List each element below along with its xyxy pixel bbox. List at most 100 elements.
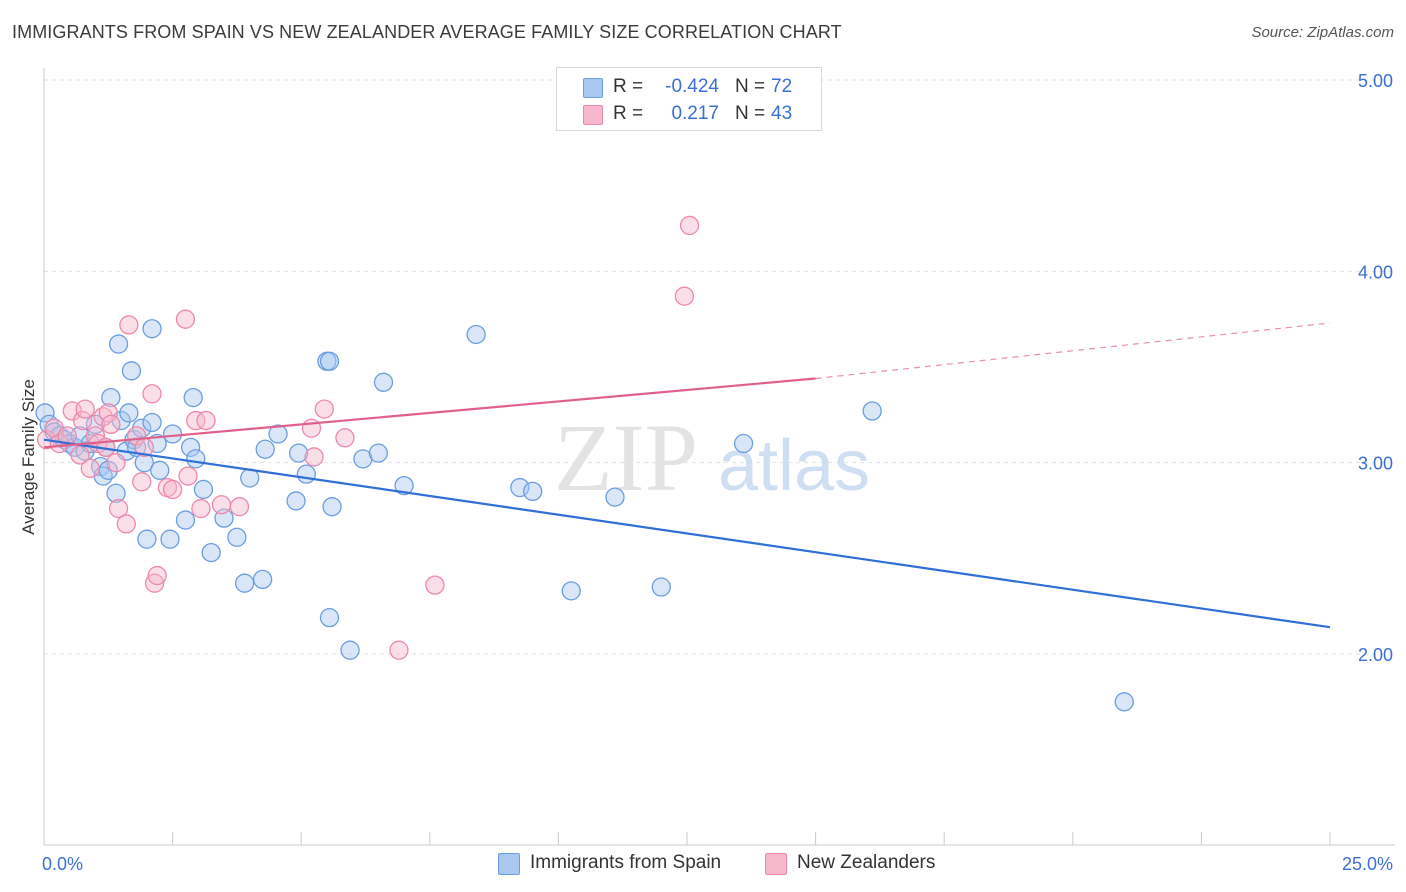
spain-point bbox=[150, 460, 170, 480]
spain-point bbox=[1114, 692, 1134, 712]
spain-point bbox=[137, 529, 157, 549]
grid-lines bbox=[44, 79, 1395, 655]
nz-point bbox=[144, 573, 165, 593]
spain-point bbox=[286, 491, 306, 511]
spain-point bbox=[605, 487, 625, 507]
legend-swatch-nz bbox=[765, 853, 787, 875]
legend-row-nz: R = 0.217 N = 43 bbox=[557, 101, 821, 127]
nz-point bbox=[679, 215, 700, 236]
nz-point bbox=[389, 640, 409, 660]
n-label: N = bbox=[735, 76, 766, 97]
nz-point bbox=[116, 514, 136, 534]
legend-swatch-spain bbox=[498, 853, 520, 875]
x-tick-label: 25.0% bbox=[1342, 854, 1393, 874]
chart-title: IMMIGRANTS FROM SPAIN VS NEW ZEALANDER A… bbox=[12, 22, 842, 42]
nz-point bbox=[142, 384, 162, 404]
spain-point bbox=[119, 403, 139, 423]
legend-swatch-spain bbox=[583, 78, 603, 98]
trend-lines bbox=[43, 322, 1331, 629]
nz-trend-line bbox=[43, 377, 816, 449]
nz-point bbox=[162, 479, 183, 500]
nz-point bbox=[132, 472, 152, 492]
spain-point bbox=[183, 387, 203, 408]
spain-point bbox=[319, 607, 340, 628]
axes bbox=[43, 68, 1395, 846]
correlation-legend: R = -0.424 N = 72 R = 0.217 N = 43 bbox=[556, 67, 822, 131]
spain-point bbox=[319, 351, 340, 371]
spain-point bbox=[862, 401, 882, 421]
spain-point bbox=[186, 449, 206, 469]
y-tick-label: 5.00 bbox=[1358, 71, 1393, 91]
spain-trend-line bbox=[43, 438, 1331, 629]
spain-point bbox=[193, 479, 214, 500]
spain-point bbox=[35, 403, 55, 423]
n-label: N = bbox=[735, 103, 766, 124]
y-tick-label: 2.00 bbox=[1358, 645, 1393, 665]
spain-point bbox=[121, 361, 142, 381]
spain-point bbox=[523, 481, 543, 502]
nz-point bbox=[211, 495, 232, 515]
nz-point bbox=[196, 410, 216, 431]
y-tick-label: 4.00 bbox=[1358, 262, 1393, 282]
spain-point bbox=[340, 640, 360, 660]
nz-point bbox=[119, 315, 139, 335]
legend-row-spain: R = -0.424 N = 72 bbox=[557, 74, 821, 100]
nz-point bbox=[175, 309, 196, 329]
spain-point bbox=[288, 443, 309, 463]
spain-point bbox=[180, 437, 201, 458]
nz-point bbox=[191, 498, 211, 519]
nz-point bbox=[101, 414, 121, 435]
spain-point bbox=[142, 412, 162, 433]
nz-point bbox=[147, 565, 167, 586]
nz-point bbox=[80, 458, 100, 479]
spain-point bbox=[368, 443, 389, 463]
r-value: -0.424 bbox=[665, 76, 719, 97]
spain-point bbox=[394, 475, 414, 496]
watermark-atlas: atlas bbox=[718, 426, 870, 506]
watermark: ZIP atlas bbox=[554, 404, 870, 511]
spain-point bbox=[201, 542, 221, 563]
spain-point bbox=[234, 573, 255, 593]
spain-point bbox=[373, 372, 394, 392]
spain-point bbox=[561, 581, 581, 601]
nz-point bbox=[314, 399, 334, 419]
source-label[interactable]: Source: ZipAtlas.com bbox=[1251, 24, 1394, 41]
y-tick-label: 3.00 bbox=[1358, 454, 1393, 474]
n-value: 72 bbox=[771, 76, 793, 97]
spain-point bbox=[108, 334, 129, 354]
spain-point bbox=[227, 527, 247, 547]
spain-point bbox=[651, 577, 671, 597]
nz-point bbox=[186, 410, 206, 431]
nz-point bbox=[674, 286, 695, 306]
spain-point bbox=[296, 464, 316, 484]
nz-point bbox=[304, 447, 324, 467]
nz-trend-line-dashed bbox=[815, 322, 1331, 380]
n-value: 43 bbox=[771, 103, 793, 124]
spain-point bbox=[252, 569, 273, 590]
nz-point bbox=[93, 407, 113, 427]
r-label: R = bbox=[613, 103, 644, 124]
r-label: R = bbox=[613, 76, 644, 97]
nz-point bbox=[335, 428, 355, 448]
tick-labels: 2.00 3.00 4.00 5.00 0.0% 25.0% bbox=[42, 71, 1393, 874]
spain-point bbox=[142, 319, 162, 339]
x-tick-label: 0.0% bbox=[42, 854, 83, 874]
nz-point bbox=[229, 497, 250, 517]
y-axis-label: Average Family Size bbox=[19, 379, 38, 535]
nz-point bbox=[108, 498, 129, 519]
watermark-zip: ZIP bbox=[554, 404, 698, 511]
spain-point bbox=[268, 424, 288, 444]
spain-point bbox=[322, 497, 342, 517]
legend-swatch-nz bbox=[583, 105, 603, 125]
spain-point bbox=[175, 510, 196, 530]
spain-point bbox=[106, 483, 126, 503]
nz-point bbox=[425, 575, 445, 595]
spain-point bbox=[162, 424, 183, 444]
spain-point bbox=[733, 433, 754, 454]
spain-point bbox=[160, 529, 180, 549]
nz-point bbox=[178, 466, 198, 486]
spain-point bbox=[101, 387, 121, 408]
nz-point bbox=[98, 403, 118, 423]
nz-point bbox=[75, 399, 95, 419]
